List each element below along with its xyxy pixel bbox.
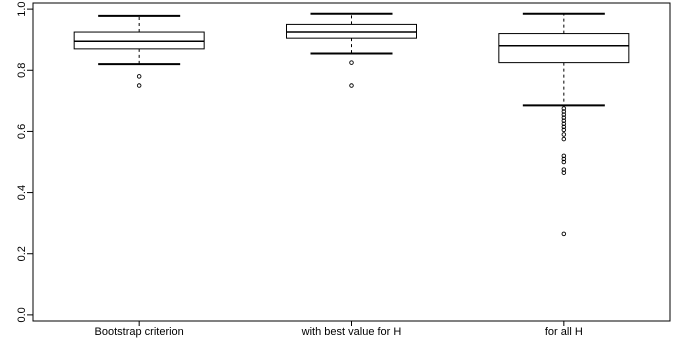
y-axis-ticks: 0.0 0.2 0.4 0.6 0.8 1.0 [16, 1, 33, 323]
box-2 [286, 12, 417, 88]
iqr-box [286, 23, 417, 39]
outlier-point [561, 136, 567, 142]
x-axis-labels: Bootstrap criterion with best value for H… [95, 321, 583, 338]
outlier-point [561, 170, 567, 175]
outlier-point [561, 127, 567, 133]
y-tick-label: 0.6 [16, 124, 28, 139]
outlier-point [561, 115, 567, 120]
x-tick-label: with best value for H [301, 326, 402, 338]
boxes-group [73, 12, 630, 237]
box-3 [498, 12, 630, 237]
outlier-point [349, 83, 354, 88]
y-tick-label: 0.4 [16, 185, 28, 200]
iqr-box [498, 33, 630, 64]
outlier-point [561, 118, 567, 123]
outlier-point [561, 159, 567, 165]
outlier-point [561, 156, 567, 162]
outlier-point [349, 60, 354, 65]
outlier-point [561, 132, 567, 137]
outlier-point [561, 167, 567, 172]
outlier-point [136, 74, 142, 79]
y-tick-label: 0.2 [16, 246, 28, 261]
x-tick-label: Bootstrap criterion [95, 326, 184, 338]
y-tick-label: 0.0 [16, 307, 28, 322]
outlier-point [561, 121, 567, 127]
iqr-box [73, 31, 205, 50]
outlier-point [561, 231, 567, 237]
outlier-point [561, 106, 567, 111]
y-tick-label: 0.8 [16, 63, 28, 78]
outlier-point [136, 83, 142, 88]
box-1 [73, 14, 205, 88]
x-tick-label: for all H [545, 326, 583, 338]
y-tick-label: 1.0 [16, 1, 28, 16]
outlier-point [561, 109, 567, 114]
outlier-point [561, 153, 567, 159]
outlier-point [561, 112, 567, 117]
outlier-point [561, 124, 567, 130]
